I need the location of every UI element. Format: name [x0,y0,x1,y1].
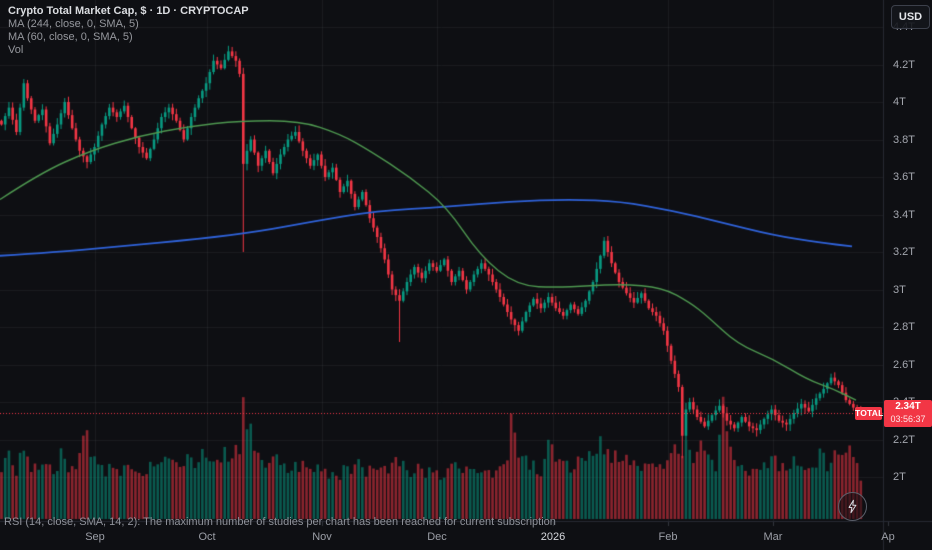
symbol-title[interactable]: Crypto Total Market Cap, $ · 1D · CRYPTO… [8,5,249,17]
time-tick-label: Feb [658,531,678,543]
legend-ma244[interactable]: MA (244, close, 0, SMA, 5) [8,18,139,30]
time-tick-label: Sep [85,531,105,543]
currency-toggle-button[interactable]: USD [891,5,930,29]
price-tick-label: 3T [893,283,906,296]
price-tick-label: 3.2T [893,246,916,258]
lightning-icon [848,499,857,514]
price-tick-label: 2.6T [893,358,916,371]
last-price-tag: 2.34T 03:56:37 [884,400,932,427]
legend-ma60[interactable]: MA (60, close, 0, SMA, 5) [8,31,133,43]
price-axis[interactable]: 4.4T4.2T4T3.8T3.6T3.4T3.2T3T2.8T2.6T2.4T… [883,0,932,521]
price-tick-label: 3.8T [893,133,916,146]
price-tick-label: 3.4T [893,208,916,221]
price-tick-label: 4.2T [893,58,916,71]
time-axis[interactable]: Sep Oct Nov Dec 2026 Feb Mar Ap [0,522,932,550]
price-tick-label: 3.6T [893,171,916,183]
symbol-price-badge: TOTAL [855,407,884,420]
symbol-legend: Crypto Total Market Cap, $ · 1D · CRYPTO… [8,4,249,57]
time-tick-label: Ap [881,531,895,543]
quick-action-button[interactable] [838,492,867,521]
legend-vol[interactable]: Vol [8,44,24,56]
price-tick-label: 2.8T [893,321,916,333]
last-price-value: 2.34T [895,401,921,412]
time-tick-label: Mar [763,531,783,543]
time-tick-label: Oct [198,531,216,543]
time-tick-label: 2026 [540,531,566,543]
rsi-study-notice: RSI (14, close, SMA, 14, 2): The maximum… [4,516,556,528]
price-tick-label: 2T [893,471,906,483]
price-tick-label: 2.2T [893,433,916,446]
price-tick-label: 4T [893,96,906,108]
time-tick-label: Dec [427,531,447,543]
bar-countdown-timer: 03:56:37 [890,414,926,424]
time-tick-label: Nov [312,531,332,543]
